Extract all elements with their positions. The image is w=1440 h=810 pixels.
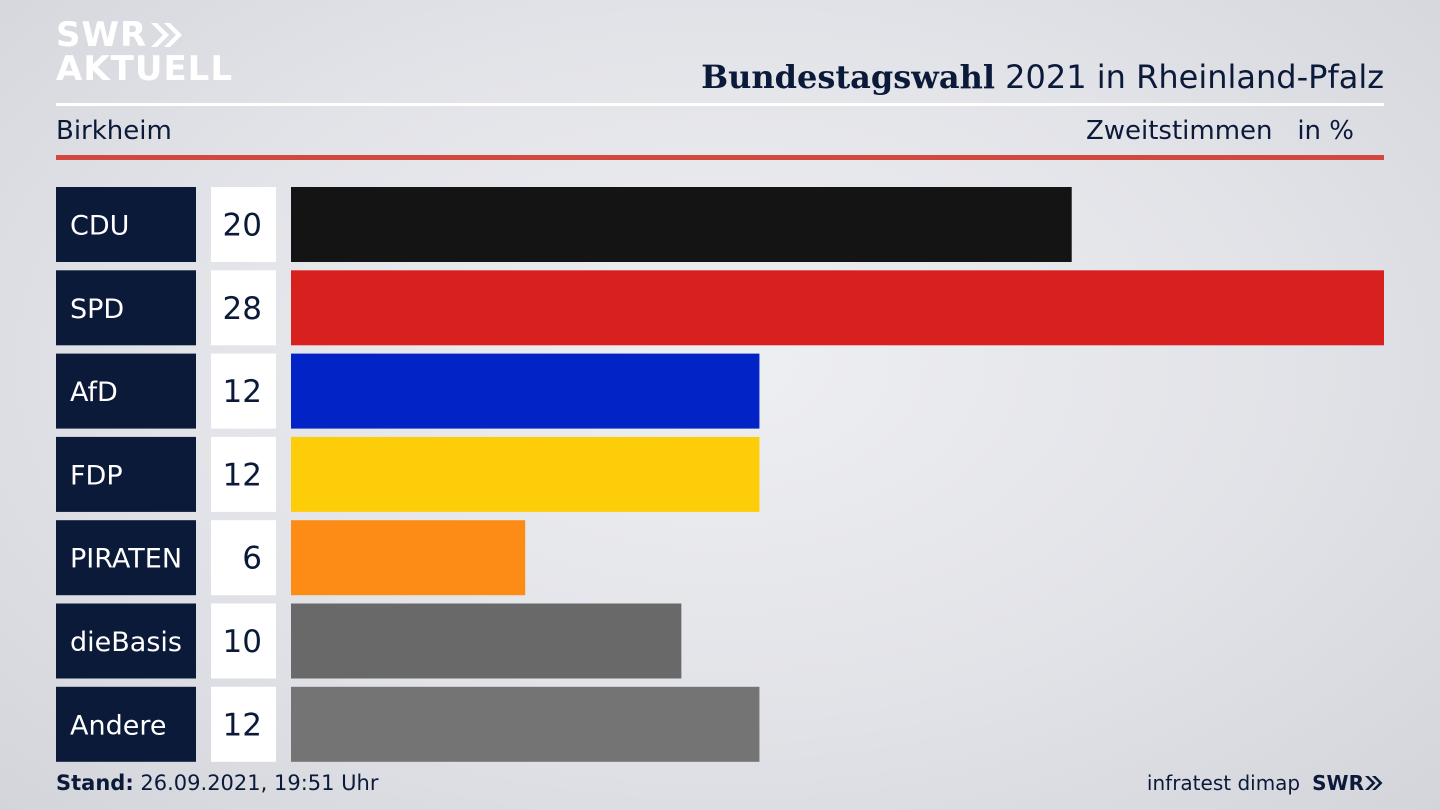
party-label: AfD <box>70 377 118 408</box>
value-label: 12 <box>223 457 262 493</box>
bar <box>291 187 1072 262</box>
title-rest: 2021 in Rheinland-Pfalz <box>995 58 1384 96</box>
value-label-box <box>211 270 276 346</box>
party-label: FDP <box>70 460 123 491</box>
region-label: Birkheim <box>56 116 172 146</box>
bar <box>291 520 526 596</box>
value-label: 20 <box>223 208 262 244</box>
bar-row: CDU 20 <box>56 187 1072 262</box>
bar-row: SPD 28 <box>56 270 1384 346</box>
party-label-box <box>56 270 196 346</box>
bar <box>291 686 760 762</box>
party-label: dieBasis <box>70 627 182 658</box>
value-label: 28 <box>223 291 262 327</box>
timestamp-label: Stand: <box>56 771 134 795</box>
source-credit: infratest dimap SWR <box>1147 771 1384 795</box>
bar-row: PIRATEN 6 <box>56 520 526 596</box>
swr-small-logo: SWR <box>1312 771 1384 795</box>
value-label-box <box>211 187 276 262</box>
swr-small-logo-text: SWR <box>1312 771 1364 795</box>
bar <box>291 603 682 679</box>
value-label: 6 <box>242 541 262 577</box>
party-label-box <box>56 353 196 429</box>
party-label-box <box>56 603 196 679</box>
header-divider <box>56 103 1384 106</box>
double-chevron-small-icon <box>1365 776 1383 790</box>
bar <box>291 436 760 512</box>
logo-text-aktuell: AKTUELL <box>56 49 234 89</box>
value-label: 12 <box>223 374 262 410</box>
page-title: Bundestagswahl 2021 in Rheinland-Pfalz <box>701 58 1384 96</box>
value-label: 10 <box>223 624 262 660</box>
value-label-box <box>211 603 276 679</box>
bar-row: FDP 12 <box>56 436 760 512</box>
bar-row: dieBasis 10 <box>56 603 682 679</box>
value-label-box <box>211 686 276 762</box>
title-bold: Bundestagswahl <box>701 58 995 96</box>
timestamp: Stand: 26.09.2021, 19:51 Uhr <box>56 771 379 795</box>
party-label: CDU <box>70 211 129 242</box>
party-label-box <box>56 520 196 596</box>
value-label: 12 <box>223 707 262 743</box>
party-label-box <box>56 436 196 512</box>
party-label: SPD <box>70 294 124 325</box>
bar-row: Andere 12 <box>56 686 760 762</box>
logo-text-swr: SWR <box>56 15 148 55</box>
unit-label: Zweitstimmen in % <box>1085 116 1354 146</box>
source-label: infratest dimap <box>1146 771 1301 795</box>
party-label-box <box>56 187 196 262</box>
bar-row: AfD 12 <box>56 353 760 429</box>
timestamp-value: 26.09.2021, 19:51 Uhr <box>133 771 379 795</box>
value-label-box <box>211 520 276 596</box>
party-label: Andere <box>70 710 166 741</box>
accent-divider <box>56 155 1384 160</box>
party-label-box <box>56 686 196 762</box>
bar <box>291 270 1384 346</box>
value-label-box <box>211 436 276 512</box>
bar <box>291 353 760 429</box>
party-label: PIRATEN <box>70 544 182 575</box>
value-label-box <box>211 353 276 429</box>
double-chevron-icon <box>151 23 183 47</box>
swr-aktuell-logo: SWR AKTUELL <box>56 18 233 86</box>
